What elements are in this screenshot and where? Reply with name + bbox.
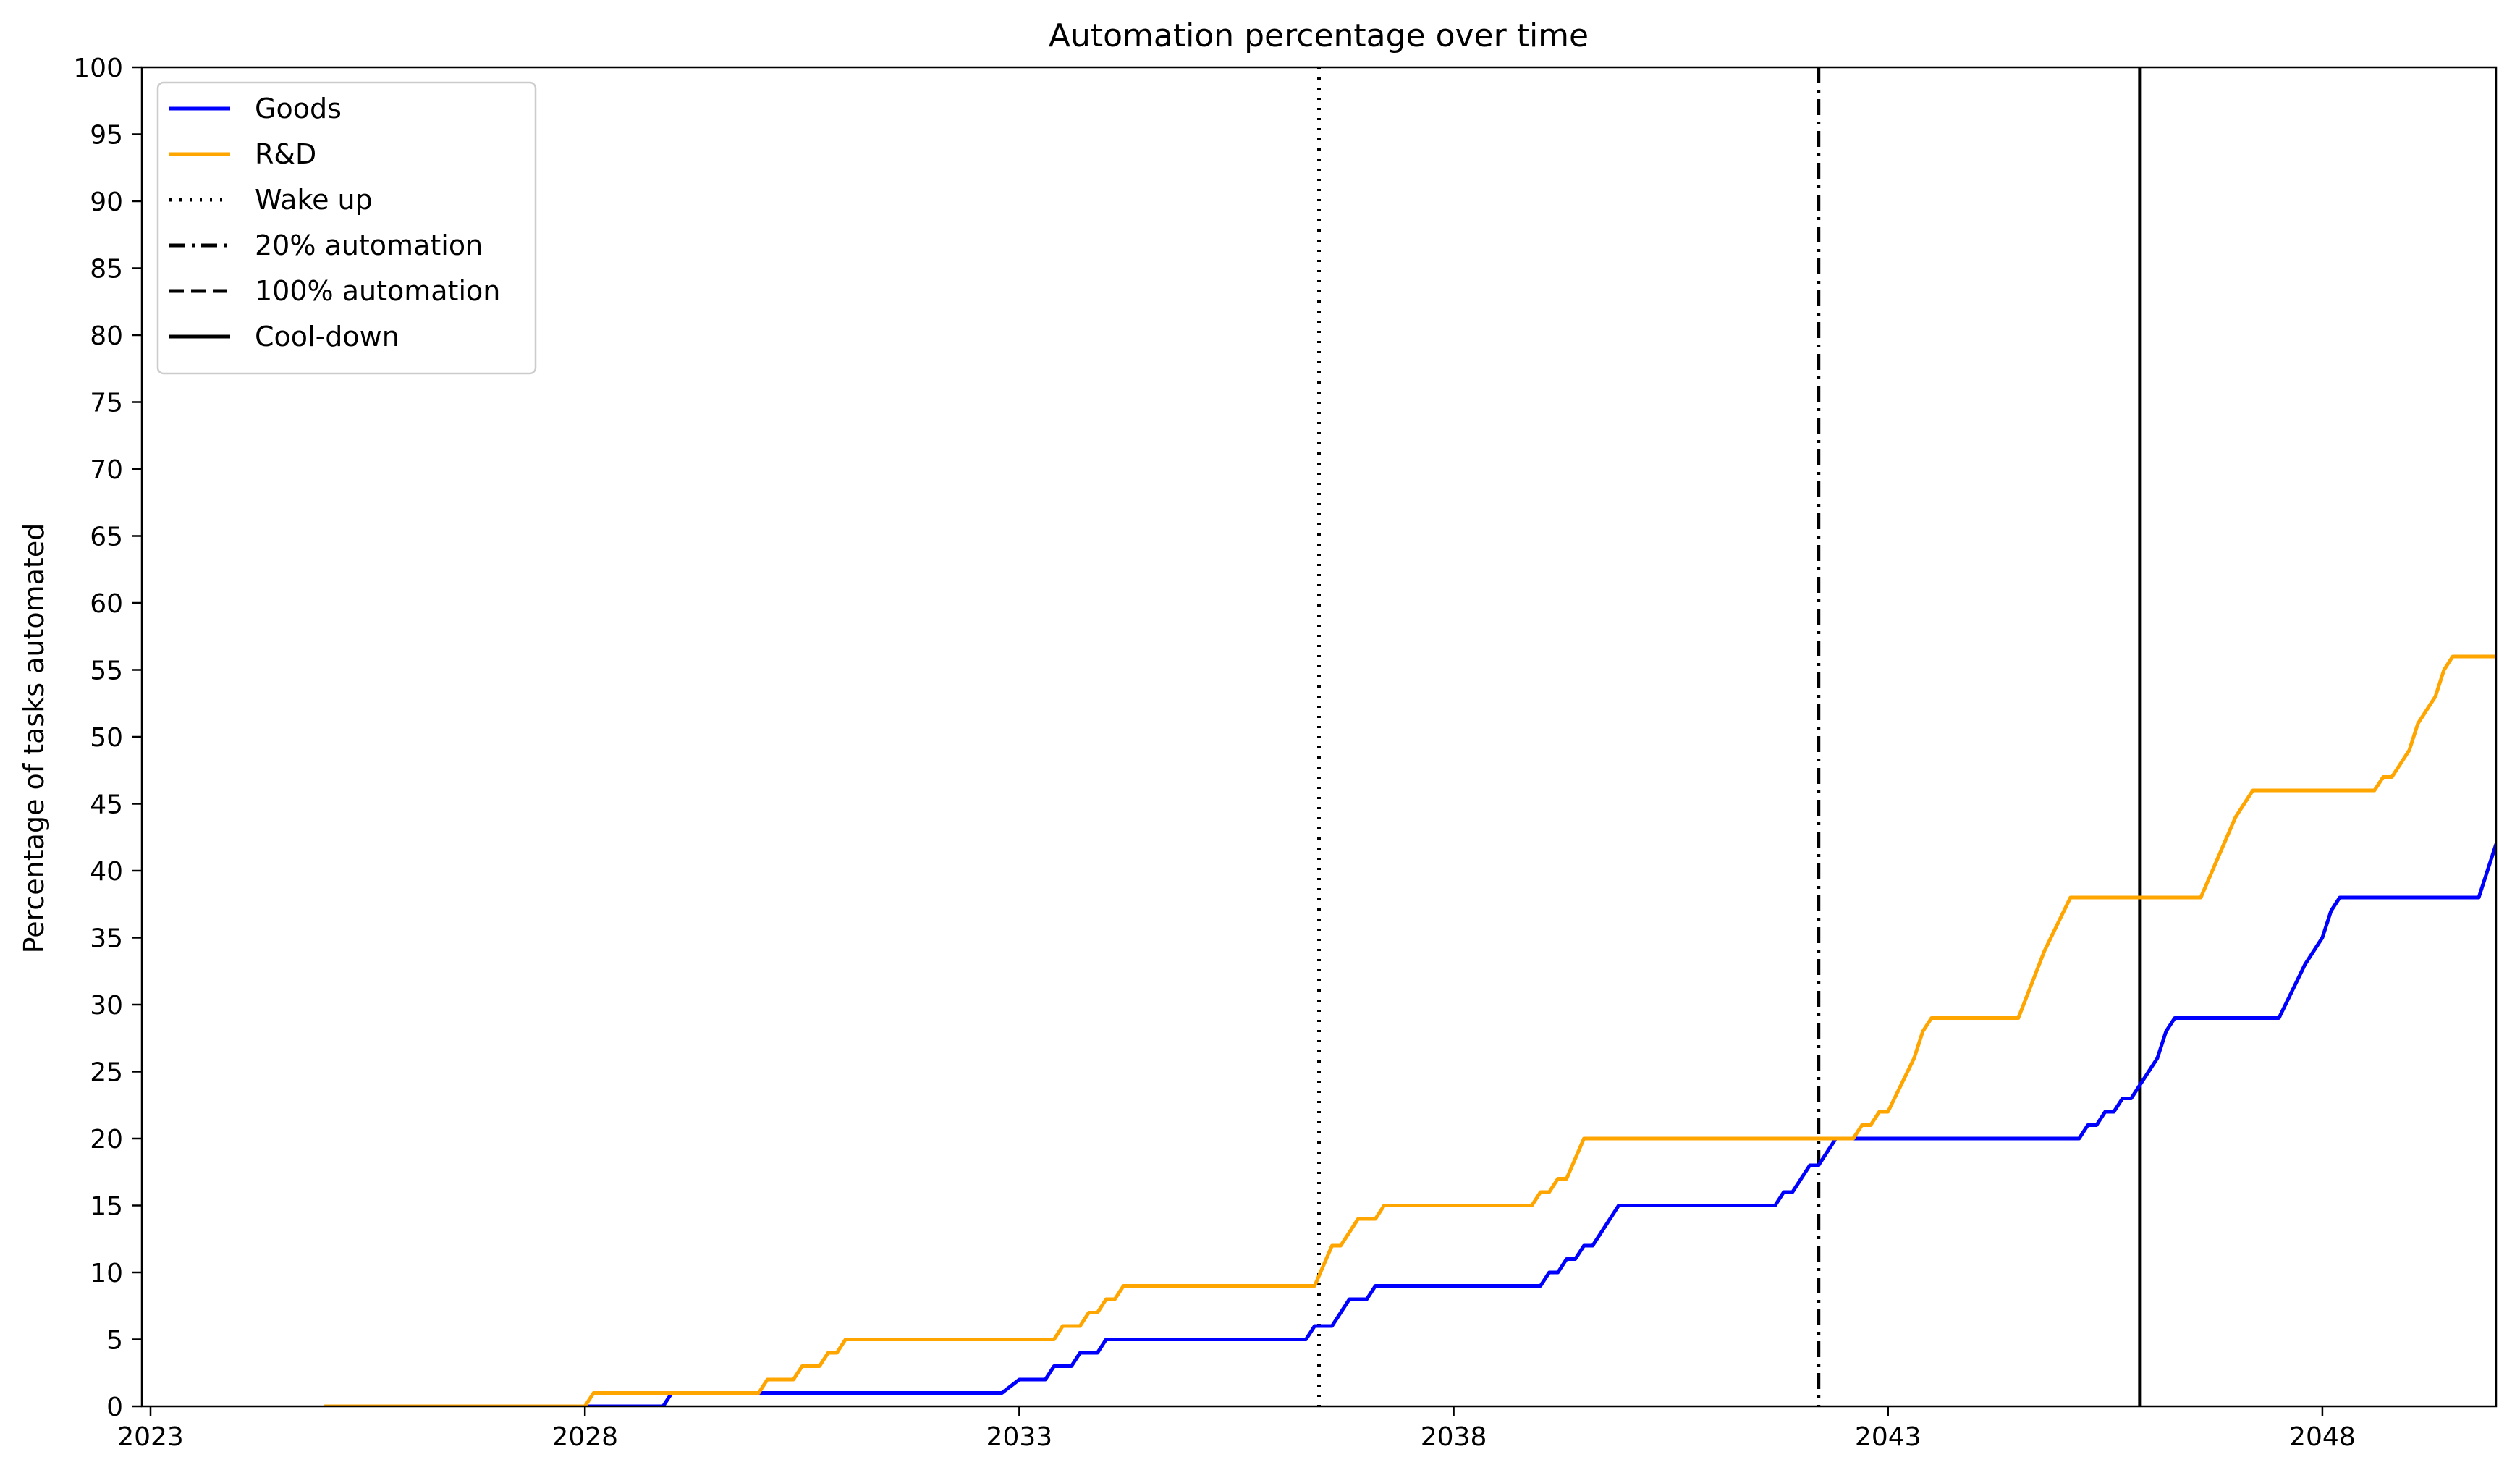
series-line-r-d bbox=[324, 654, 2496, 1406]
y-tick-label: 95 bbox=[90, 121, 123, 151]
y-tick-label: 80 bbox=[90, 321, 123, 351]
legend-label: 100% automation bbox=[255, 275, 500, 307]
y-tick-label: 65 bbox=[90, 523, 123, 552]
legend-label: Goods bbox=[255, 93, 342, 124]
y-tick-label: 0 bbox=[106, 1393, 123, 1422]
y-tick-label: 55 bbox=[90, 656, 123, 686]
y-tick-label: 50 bbox=[90, 723, 123, 753]
x-tick-label: 2028 bbox=[551, 1422, 618, 1452]
y-tick-label: 100 bbox=[73, 54, 123, 83]
legend-label: R&D bbox=[255, 138, 316, 170]
x-tick-label: 2033 bbox=[986, 1422, 1053, 1452]
legend-label: Wake up bbox=[255, 184, 373, 216]
plot-area bbox=[324, 67, 2496, 1406]
y-tick-label: 25 bbox=[90, 1058, 123, 1088]
x-tick-label: 2023 bbox=[117, 1422, 184, 1452]
x-tick-label: 2038 bbox=[1421, 1422, 1487, 1452]
y-tick-label: 10 bbox=[90, 1259, 123, 1288]
y-tick-label: 45 bbox=[90, 790, 123, 820]
y-tick-label: 15 bbox=[90, 1192, 123, 1222]
legend: Goods R&D Wake up 20% automation 100% automa… bbox=[156, 81, 537, 375]
y-tick-label: 85 bbox=[90, 255, 123, 284]
y-tick-label: 35 bbox=[90, 924, 123, 954]
y-tick-label: 75 bbox=[90, 389, 123, 418]
y-tick-label: 20 bbox=[90, 1125, 123, 1154]
y-tick-label: 5 bbox=[106, 1326, 123, 1356]
axes: 2023 2028 2033 2038 2043 2048 0 5 10 15 20 25 30 35 40… bbox=[73, 54, 2498, 1452]
y-tick-label: 40 bbox=[90, 857, 123, 887]
y-tick-label: 60 bbox=[90, 589, 123, 619]
legend-box bbox=[156, 81, 537, 375]
y-tick-label: 90 bbox=[90, 187, 123, 217]
legend-label: 20% automation bbox=[255, 229, 483, 261]
legend-label: Cool-down bbox=[255, 321, 399, 352]
y-tick-label: 30 bbox=[90, 991, 123, 1021]
y-axis-label: Percentage of tasks automated bbox=[18, 523, 50, 954]
chart-title: Automation percentage over time bbox=[1049, 17, 1589, 54]
y-tick-label: 70 bbox=[90, 455, 123, 485]
x-tick-label: 2043 bbox=[1855, 1422, 1921, 1452]
x-tick-label: 2048 bbox=[2289, 1422, 2356, 1452]
series-line-goods bbox=[585, 843, 2496, 1406]
